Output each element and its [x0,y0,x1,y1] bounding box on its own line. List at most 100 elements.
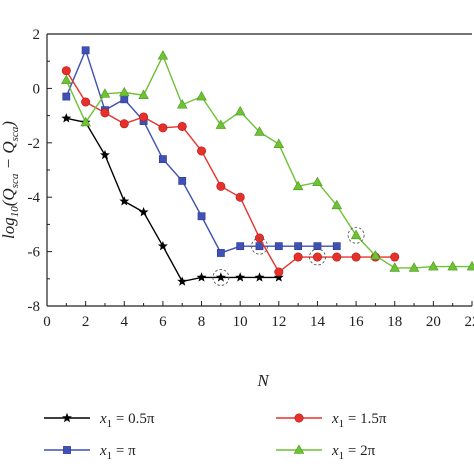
series-4-point [408,262,420,272]
series-4-point [61,74,72,85]
series-3-point [293,252,303,262]
series-3-point [158,123,168,133]
legend-label-var: x [331,443,339,459]
legend-label: x1 = 1.5π [331,411,387,430]
series-3-point [197,146,207,156]
legend-marker [63,446,71,454]
legend-entry-1: x1 = 0.5π [44,411,155,430]
series-4-point [389,262,400,272]
series-2-point [236,242,245,251]
series-4-point [447,260,458,271]
series-4-point [80,116,91,127]
legend-label-sub: 1 [107,418,113,430]
legend-label-sub: 1 [339,450,345,462]
series-1-point [215,272,226,282]
series-1-point [119,196,130,206]
series-2-point [274,242,283,251]
series-4-point [196,90,207,101]
series-4-point [273,138,285,148]
x-tick-label: 8 [198,314,206,330]
legend-marker [293,444,305,454]
series-2-point [159,155,167,164]
series-4-point [254,126,265,136]
series-2-point [81,46,90,55]
legend-label-var: x [331,411,339,427]
series-1-point [235,272,246,282]
series-4-point [466,260,474,271]
legend-label-value: = 2π [344,443,375,459]
series-3-point [119,119,129,129]
series-2-point [178,176,187,185]
series-3-point [390,252,400,262]
series-3-point [216,181,226,191]
series-1-point [61,113,72,123]
series-1-line [66,117,279,283]
series-4-point [292,180,304,191]
y-tick-label: -2 [28,136,41,152]
x-axis-title: N [256,371,270,390]
series-2-point [294,242,303,251]
series-3 [61,66,400,277]
series-3-point [139,112,149,122]
legend-label-sub: 1 [107,450,113,462]
series-2-point [255,242,264,251]
series-3-point [274,267,284,277]
series-1-point [157,240,168,251]
highlight-circle [347,226,365,244]
highlight-circle [309,248,326,266]
y-axis-title-part: − Q [0,141,18,173]
legend-label-var: x [99,411,107,427]
series-2-point [197,212,206,221]
series-1-point [254,272,265,282]
series-layer [61,46,474,286]
series-3-point [235,192,245,202]
axes: 024681012141618202220-2-4-6-8log10(Qsca … [0,27,474,330]
x-tick-label: 20 [426,314,441,330]
y-axis-title-part: 10 [9,206,21,218]
x-tick-label: 18 [387,314,402,330]
series-2 [62,46,341,257]
legend-marker [62,412,72,423]
x-tick-label: 6 [159,314,167,330]
series-2-point [62,92,71,101]
highlight-circle [212,268,230,286]
legend-label: x1 = π [99,443,136,462]
legend-marker [294,413,304,423]
y-tick-label: -6 [28,245,41,261]
series-3-point [61,66,71,76]
x-tick-label: 10 [233,314,248,330]
x-tick-label: 16 [349,314,365,330]
x-tick-label: 14 [310,314,326,330]
series-4-point [99,88,111,98]
y-axis-title-part: sca [9,173,21,188]
y-axis-title-part: log [0,217,18,239]
series-4-point [157,50,169,60]
series-4 [61,50,474,272]
series-2-point [313,242,322,251]
y-axis-title-part: sca [9,126,21,141]
series-1-point [138,206,149,217]
series-4-point [312,176,323,187]
legend-label: x1 = 0.5π [99,411,155,430]
series-4-point [176,99,188,109]
x-tick-label: 2 [82,314,90,330]
legend-label-value: = 1.5π [344,411,387,427]
y-tick-label: -4 [28,190,41,206]
x-tick-label: 0 [43,314,51,330]
series-3-point [100,108,110,118]
highlight-layer [212,226,365,286]
y-tick-label: 0 [33,81,41,97]
y-tick-label: -8 [28,299,41,315]
series-1-point [273,272,284,282]
series-4-point [138,89,149,99]
legend-label-value: = π [112,443,136,459]
series-4-point [119,86,130,97]
legend-label-var: x [99,443,107,459]
series-4-point [428,260,439,271]
x-tick-label: 4 [121,314,129,330]
legend-label-sub: 1 [339,418,345,430]
y-tick-label: 2 [33,27,41,43]
y-axis-title-part: (Q [0,188,18,206]
